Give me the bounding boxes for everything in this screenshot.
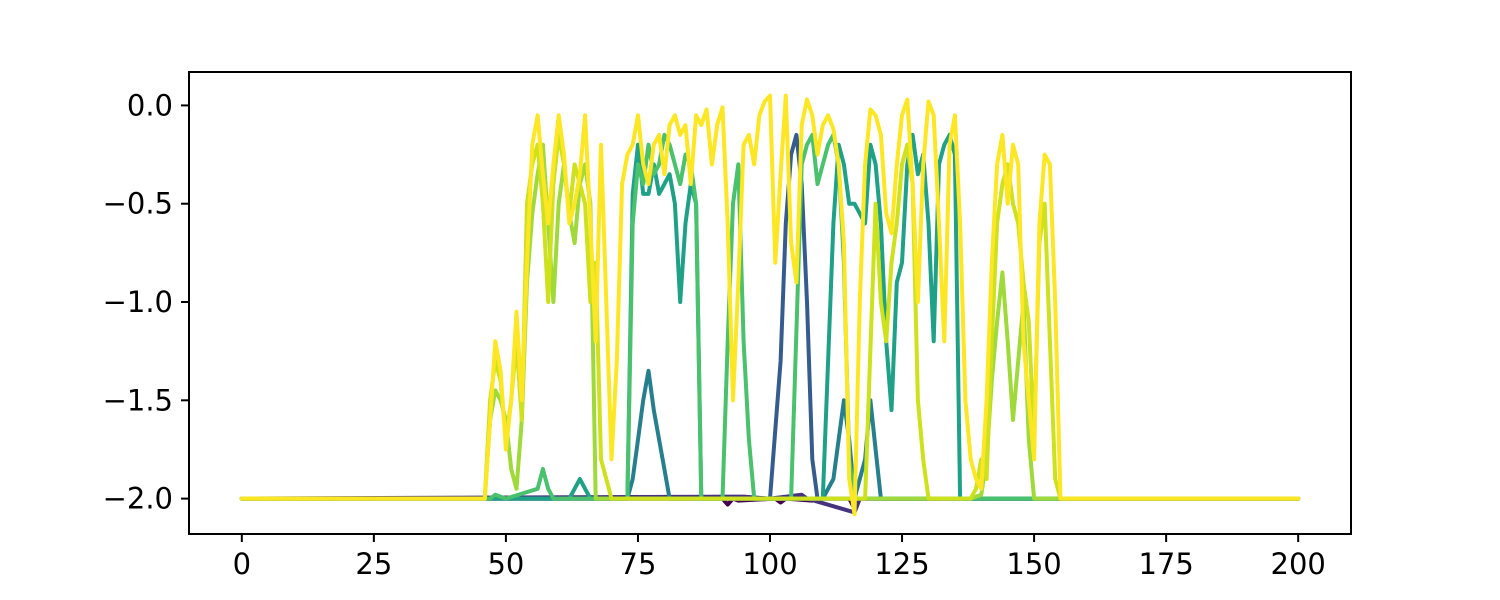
x-tick-label: 0	[233, 547, 251, 581]
y-tick-label: −1.0	[103, 285, 173, 319]
x-tick-label: 50	[487, 547, 524, 581]
y-tick-label: −1.5	[103, 383, 173, 417]
series-line-3	[239, 132, 1301, 501]
x-tick-label: 25	[355, 547, 392, 581]
x-tick-label: 200	[1271, 547, 1326, 581]
x-tick-label: 75	[620, 547, 657, 581]
series-line-5	[239, 132, 1301, 501]
x-axis: 0 25 50 75 100 125 150 175 200	[233, 534, 1326, 581]
series-line-8	[239, 132, 1301, 501]
y-tick-label: 0.0	[127, 88, 173, 122]
x-tick-label: 100	[742, 547, 797, 581]
x-tick-label: 150	[1006, 547, 1061, 581]
y-tick-label: −0.5	[103, 187, 173, 221]
x-tick-label: 175	[1138, 547, 1193, 581]
y-tick-label: −2.0	[103, 482, 173, 516]
series-line-7	[239, 142, 1301, 501]
series-line-9	[239, 93, 1301, 517]
series-line-6	[239, 132, 1301, 501]
y-axis: 0.0 −0.5 −1.0 −1.5 −2.0	[103, 88, 189, 516]
series-layer	[239, 93, 1301, 517]
x-tick-label: 125	[874, 547, 929, 581]
